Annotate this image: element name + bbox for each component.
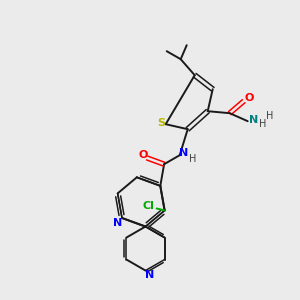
Text: H: H <box>259 119 266 129</box>
Text: Cl: Cl <box>143 202 154 212</box>
Text: N: N <box>113 218 123 228</box>
Text: O: O <box>139 150 148 160</box>
Text: H: H <box>189 154 196 164</box>
Text: N: N <box>145 270 154 280</box>
Text: S: S <box>158 118 166 128</box>
Text: H: H <box>266 111 273 121</box>
Text: N: N <box>179 148 188 158</box>
Text: N: N <box>249 115 258 125</box>
Text: O: O <box>244 93 254 103</box>
